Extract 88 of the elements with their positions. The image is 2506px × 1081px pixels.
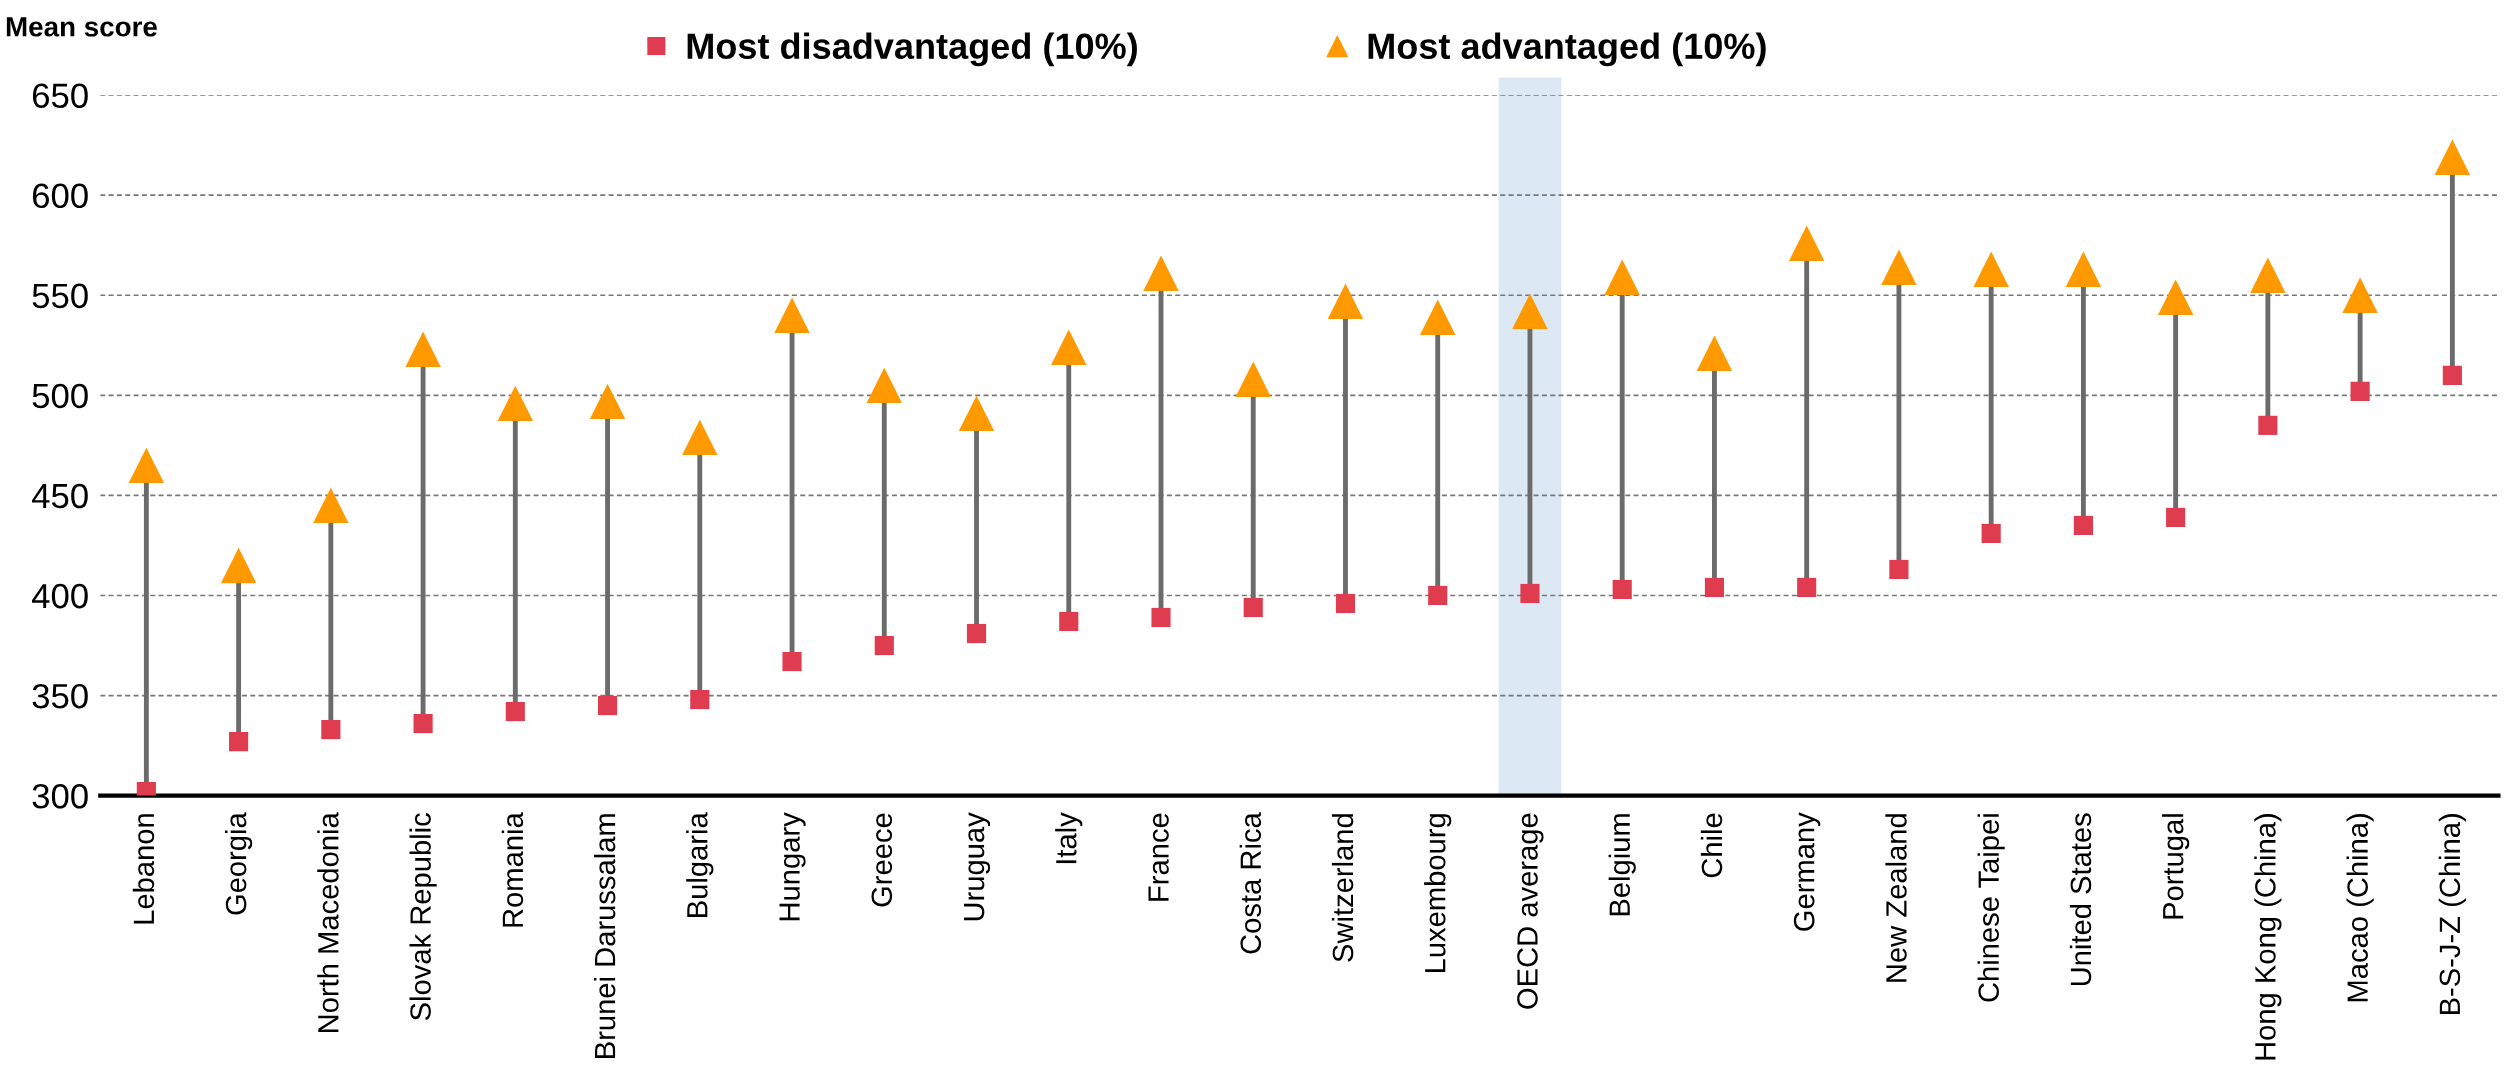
point xyxy=(2258,415,2278,435)
point xyxy=(1512,293,1548,329)
y-tick-label: 450 xyxy=(32,483,88,509)
x-tick-label: France xyxy=(1148,813,1169,901)
x-tick-label: Switzerland xyxy=(1331,814,1354,962)
point xyxy=(589,383,626,420)
x-tick-label: Costa Rica xyxy=(1239,812,1262,954)
x-tick-label: United States xyxy=(2069,813,2092,986)
point xyxy=(874,635,894,656)
y-tick-label: 600 xyxy=(32,183,88,209)
point xyxy=(2166,507,2186,527)
point xyxy=(2342,277,2378,313)
x-tick-label: Italy xyxy=(1055,812,1083,864)
point xyxy=(220,547,257,584)
x-tick-label: Greece xyxy=(871,813,893,907)
point xyxy=(1889,559,1909,580)
point xyxy=(958,395,995,432)
point xyxy=(1428,585,1448,606)
point xyxy=(2250,257,2286,293)
y-tick-label: 500 xyxy=(32,383,88,409)
x-tick-label: New Zealand xyxy=(1885,814,1907,982)
point xyxy=(1243,597,1263,618)
point xyxy=(782,651,802,672)
point xyxy=(1788,225,1825,261)
point xyxy=(229,732,249,752)
point xyxy=(2073,515,2093,535)
y-tick-label: 550 xyxy=(32,283,88,309)
x-tick-label: Hong Kong (China) xyxy=(2254,814,2282,1060)
point xyxy=(2434,139,2471,175)
x-tick-label: Slovak Republic xyxy=(409,813,437,1021)
point xyxy=(313,487,349,524)
x-tick-label: OECD average xyxy=(1517,813,1544,1009)
point xyxy=(505,701,525,722)
point xyxy=(1704,577,1725,598)
point xyxy=(2065,251,2102,287)
point xyxy=(1973,251,2009,287)
x-tick-label: Lebanon xyxy=(132,814,155,924)
point xyxy=(597,695,618,716)
point xyxy=(2350,381,2370,401)
x-tick-label: Portugal xyxy=(2162,814,2190,919)
x-tick-label: Hungary xyxy=(779,812,806,921)
x-tick-label: Belgium xyxy=(1608,814,1636,916)
point xyxy=(1327,283,1364,319)
x-tick-label: Luxembourg xyxy=(1424,814,1452,973)
y-tick-label: 350 xyxy=(32,683,88,709)
x-tick-label: Chinese Taipei xyxy=(1977,814,2005,1002)
y-tick-label: 300 xyxy=(32,783,88,809)
point xyxy=(690,689,710,710)
point xyxy=(1797,577,1817,598)
point xyxy=(1981,523,2001,544)
point xyxy=(1051,329,1087,366)
point xyxy=(774,297,810,333)
point xyxy=(497,385,534,422)
point xyxy=(1612,579,1632,600)
x-tick-label: Romania xyxy=(501,812,524,927)
point xyxy=(321,720,341,740)
point xyxy=(1696,335,1733,372)
point xyxy=(1520,583,1540,604)
y-tick-label: 400 xyxy=(32,583,88,609)
x-tick-label: Chile xyxy=(1700,813,1723,878)
point xyxy=(1881,249,1917,285)
point xyxy=(413,713,433,734)
point xyxy=(1604,259,1640,295)
x-tick-label: B-S-J-Z (China) xyxy=(2438,814,2466,1015)
legend-label: Most advantaged (10%) xyxy=(1368,32,1766,67)
x-tick-label: Uruguay xyxy=(964,812,991,921)
legend-label: Most disadvantaged (10%) xyxy=(687,32,1137,67)
point xyxy=(1420,299,1456,335)
x-tick-label: Macao (China) xyxy=(2346,814,2374,1002)
x-tick-label: Germany xyxy=(1793,812,1821,931)
point xyxy=(1335,593,1356,614)
point xyxy=(1059,611,1079,632)
x-tick-label: Brunei Darussalam xyxy=(593,814,616,1058)
point xyxy=(128,447,165,484)
x-tick-label: Bulgaria xyxy=(686,812,714,917)
point xyxy=(405,331,441,368)
point xyxy=(682,419,718,456)
point xyxy=(2442,365,2462,385)
point xyxy=(866,367,902,404)
point xyxy=(1151,607,1171,628)
point xyxy=(1235,361,1271,398)
point xyxy=(1143,255,1179,291)
y-axis-title: Mean score xyxy=(6,17,157,37)
point xyxy=(966,623,987,644)
x-tick-label: Georgia xyxy=(225,812,253,915)
point xyxy=(2157,279,2194,315)
x-tick-label: North Macedonia xyxy=(317,812,339,1032)
y-tick-label: 650 xyxy=(32,83,88,109)
